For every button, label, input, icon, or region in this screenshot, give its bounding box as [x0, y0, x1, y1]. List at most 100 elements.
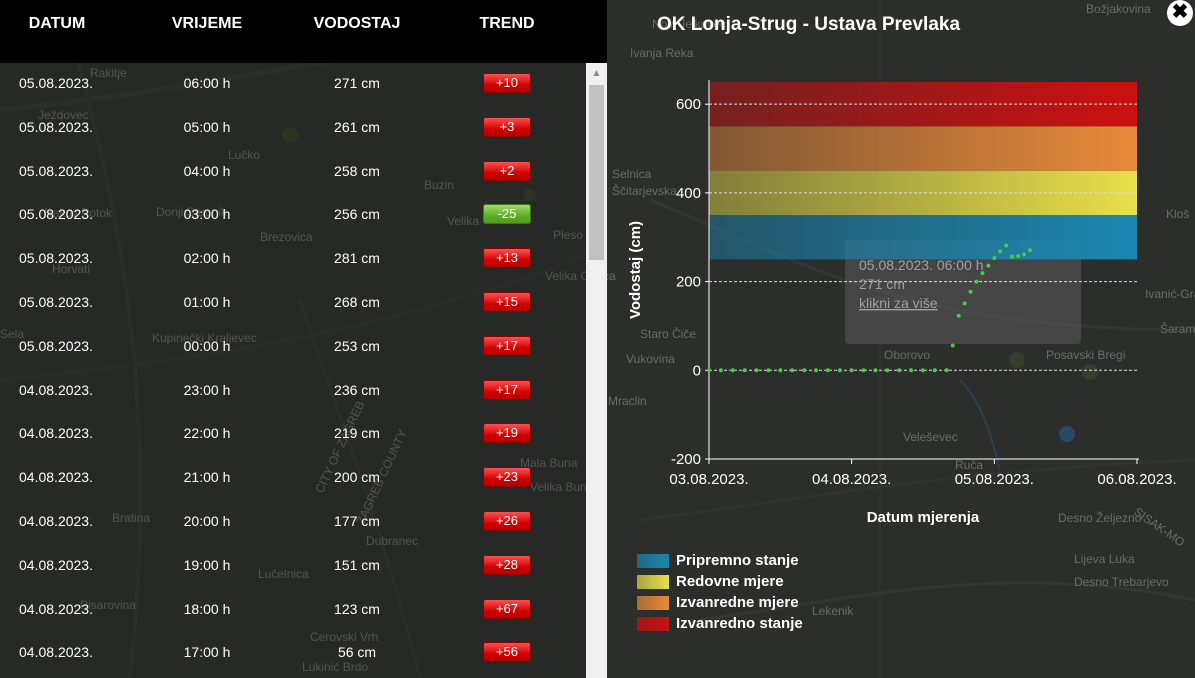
- row-date: 05.08.2023.: [19, 75, 93, 91]
- data-point: [837, 368, 842, 373]
- trend-badge: +15: [483, 292, 531, 312]
- data-point: [849, 368, 854, 373]
- scroll-up-arrow-icon[interactable]: ▲: [591, 68, 602, 79]
- data-point: [998, 249, 1003, 254]
- map-place-label: Novi Jelkovec: [652, 17, 727, 31]
- map-place-label: Lijeva Luka: [1074, 552, 1135, 566]
- band-izvanredno-stanje: [709, 82, 1137, 127]
- table-row: 05.08.2023. 01:00 h 268 cm +15: [0, 282, 585, 326]
- data-point: [1016, 253, 1021, 258]
- data-point: [986, 263, 991, 268]
- table-body[interactable]: 05.08.2023. 06:00 h 271 cm +10 05.08.2023. 05…: [0, 63, 585, 678]
- data-point: [1010, 254, 1015, 259]
- data-point: [962, 301, 967, 306]
- row-time: 04:00 h: [183, 162, 231, 179]
- row-level: 256 cm: [334, 206, 380, 223]
- trend-badge: +23: [483, 467, 531, 488]
- map-place-label: Mraclin: [608, 394, 647, 408]
- row-level: 281 cm: [334, 250, 380, 267]
- data-point: [1004, 243, 1009, 248]
- data-point: [1028, 248, 1032, 253]
- row-level: 200 cm: [334, 469, 380, 486]
- data-point: [897, 368, 902, 373]
- table-row: 04.08.2023. 19:00 h 151 cm +28: [0, 545, 585, 589]
- row-level: 261 cm: [334, 118, 380, 135]
- map-place-label: Desno Trebarjevo: [1074, 575, 1169, 589]
- table-row: 04.08.2023. 20:00 h 177 cm +26: [0, 501, 585, 545]
- data-point: [956, 313, 961, 318]
- map-place-label: Vukovina: [626, 352, 675, 366]
- trend-badge: +13: [483, 248, 531, 269]
- legend-label: Redovne mjere: [676, 573, 784, 590]
- data-point: [980, 271, 985, 276]
- band-izvanredne-mjere: [709, 126, 1137, 171]
- trend-badge: +2: [483, 160, 531, 181]
- row-level: 219 cm: [334, 425, 380, 442]
- row-level: 151 cm: [334, 556, 380, 573]
- row-level: 271 cm: [334, 75, 380, 91]
- table-row: 05.08.2023. 06:00 h 271 cm +10: [0, 63, 585, 107]
- legend-swatch: [637, 596, 669, 610]
- data-point: [707, 368, 711, 373]
- chart-panel: OK Lonja-Strug - Ustava Prevlaka ✖ -200 0…: [607, 0, 1195, 678]
- row-date: 05.08.2023.: [19, 162, 93, 179]
- table-row: 05.08.2023. 02:00 h 281 cm +13: [0, 238, 585, 282]
- row-time: 21:00 h: [183, 469, 231, 486]
- trend-badge: +28: [483, 554, 531, 575]
- row-level: 123 cm: [334, 600, 380, 617]
- scroll-thumb[interactable]: [589, 85, 604, 260]
- trend-badge: +56: [483, 642, 531, 663]
- data-point: [909, 368, 914, 373]
- tooltip-more-link[interactable]: klikni za više: [859, 295, 938, 311]
- row-time: 23:00 h: [183, 381, 231, 398]
- data-point: [974, 279, 979, 284]
- trend-badge: -25: [483, 204, 531, 225]
- data-point: [944, 368, 949, 373]
- map-place-label: Božjakovina: [1086, 2, 1151, 16]
- row-date: 05.08.2023.: [19, 337, 93, 354]
- data-point: [802, 368, 807, 373]
- data-point: [766, 368, 771, 373]
- table-scrollbar[interactable]: ▲: [586, 63, 607, 678]
- map-place-label: Ivanja Reka: [630, 46, 694, 60]
- close-icon[interactable]: ✖: [1167, 0, 1193, 26]
- row-date: 04.08.2023.: [19, 513, 93, 529]
- tooltip-datetime: 05.08.2023. 06:00 h: [859, 257, 984, 273]
- y-tick-label: 200: [676, 274, 701, 291]
- data-point: [921, 368, 925, 373]
- header-datum: DATUM: [28, 15, 86, 32]
- row-date: 04.08.2023.: [19, 469, 93, 486]
- data-point: [950, 343, 955, 348]
- x-tick-label: 05.08.2023.: [955, 471, 1034, 488]
- band-pripremno-stanje: [709, 215, 1137, 260]
- trend-badge: +19: [483, 423, 531, 444]
- header-vrijeme: VRIJEME: [171, 15, 243, 32]
- row-time: 17:00 h: [183, 644, 231, 661]
- row-time: 03:00 h: [183, 206, 231, 223]
- y-tick-label: 600: [676, 96, 701, 113]
- trend-badge: +10: [483, 73, 531, 93]
- map-place-label: Staro Čiče: [640, 327, 697, 341]
- row-time: 01:00 h: [183, 294, 231, 310]
- tooltip-box: [845, 240, 1081, 344]
- map-place-label: Veleševec: [903, 430, 958, 444]
- data-point: [790, 368, 795, 373]
- row-time: 20:00 h: [183, 513, 231, 529]
- x-tick-label: 04.08.2023.: [812, 471, 891, 488]
- data-point: [814, 368, 818, 373]
- table-header: DATUM VRIJEME VODOSTAJ TREND: [0, 0, 607, 63]
- header-vodostaj: VODOSTAJ: [313, 15, 401, 32]
- row-date: 04.08.2023.: [19, 556, 93, 573]
- map-place-label: Selnica: [612, 167, 652, 181]
- x-axis-label: Datum mjerenja: [867, 509, 980, 526]
- row-level: 258 cm: [334, 162, 380, 179]
- row-time: 00:00 h: [183, 337, 231, 354]
- legend-label: Pripremno stanje: [676, 552, 799, 569]
- data-point: [730, 368, 735, 373]
- table-row: 05.08.2023. 04:00 h 258 cm +2: [0, 151, 585, 195]
- row-time: 06:00 h: [183, 75, 231, 91]
- data-point: [742, 368, 747, 373]
- trend-badge: +67: [483, 598, 531, 619]
- map-place-label: Kloš: [1166, 207, 1190, 221]
- table-row: 05.08.2023. 03:00 h 256 cm -25: [0, 194, 585, 238]
